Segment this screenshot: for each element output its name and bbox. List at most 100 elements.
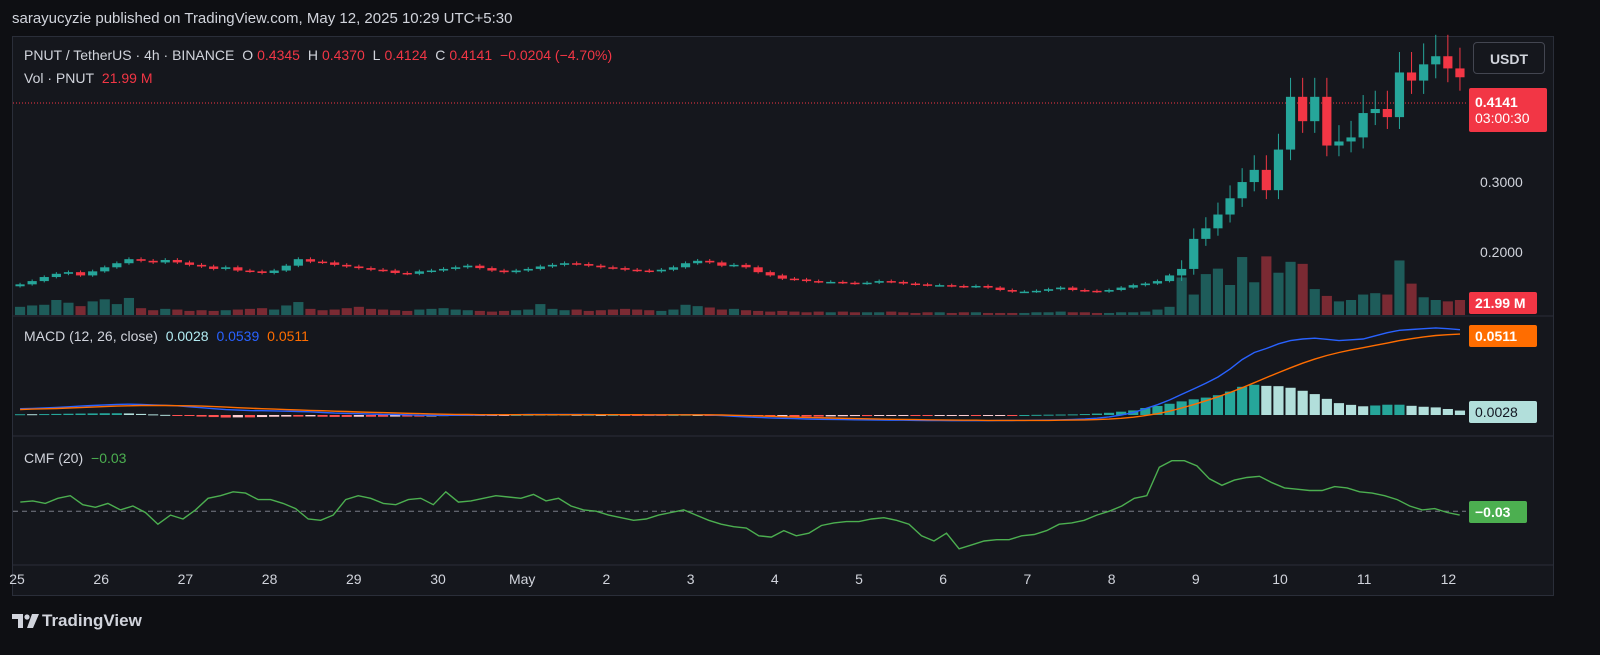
volume-bar (474, 310, 485, 315)
candle-body (281, 265, 291, 271)
macd-hist-bar (1394, 404, 1405, 415)
candle-body (196, 264, 207, 267)
volume-bar (1128, 312, 1139, 315)
candle-body (1140, 283, 1150, 286)
volume-bar (256, 308, 268, 315)
candle-body (971, 285, 981, 288)
macd-hist-bar (1249, 384, 1260, 415)
macd-hist-bar (365, 415, 377, 417)
volume-bar (523, 309, 534, 315)
candle-body (777, 275, 787, 279)
macd-hist-bar (1212, 395, 1224, 415)
macd-hist-bar (995, 415, 1006, 416)
macd-hist-bar (329, 415, 340, 417)
macd-hist-bar (14, 414, 26, 416)
macd-hist-bar (1370, 405, 1381, 415)
x-axis: 25 26 27 28 29 30 May 2 3 4 5 6 7 8 9 10 11 12 (9, 571, 1456, 587)
volume-bar (958, 312, 969, 315)
macd-hist-bar (390, 415, 401, 417)
volume-tag: 21.99 M (1469, 292, 1537, 314)
close-value: 0.4141 (449, 47, 493, 63)
candle-body (221, 267, 231, 269)
volume-bar (898, 312, 909, 315)
volume-bar (716, 309, 727, 315)
candle-body (1104, 290, 1114, 292)
bar-countdown: 03:00:30 (1475, 110, 1530, 126)
low-value: 0.4124 (384, 47, 428, 63)
volume-bar (874, 312, 885, 315)
volume-value: 21.99 M (101, 70, 153, 86)
volume-bar (305, 308, 316, 315)
volume-bar (1297, 263, 1308, 315)
x-tick-label: 12 (1441, 571, 1457, 587)
high-label: H (307, 47, 318, 63)
macd-hist-bar (1055, 414, 1066, 416)
candle-body (293, 259, 303, 266)
candle-body (184, 262, 195, 265)
volume-bar (559, 310, 570, 315)
candle-body (608, 267, 618, 269)
candle-body (160, 259, 170, 263)
macd-hist-bar (874, 415, 885, 416)
cmf-pane (13, 460, 1466, 550)
volume-bar (87, 301, 98, 315)
candle-body (1285, 96, 1296, 150)
volume-bar (656, 310, 667, 315)
macd-hist-bar (51, 413, 62, 415)
volume-bar (111, 304, 122, 315)
candle-body (330, 262, 340, 265)
macd-hist-bar (317, 415, 328, 417)
macd-hist-value: 0.0028 (165, 328, 209, 344)
macd-hist-bar (1345, 404, 1357, 415)
macd-hist-bar (244, 415, 256, 418)
candle-body (136, 259, 146, 261)
macd-hist-bar (353, 415, 364, 417)
macd-hist-bar (256, 415, 268, 418)
volume-bar (208, 310, 219, 315)
candle-body (705, 260, 715, 263)
candle-body (63, 272, 74, 274)
candle-body (1056, 287, 1066, 290)
macd-hist-bar (910, 415, 921, 416)
volume-bar (160, 308, 171, 315)
open-label: O (242, 47, 254, 63)
macd-hist-bar (75, 413, 86, 415)
candle-body (656, 269, 666, 272)
currency-button[interactable]: USDT (1473, 42, 1545, 74)
macd-hist-bar (982, 415, 994, 416)
macd-hist-bar (946, 415, 957, 416)
macd-hist-bar (1103, 412, 1115, 415)
volume-bar (1333, 301, 1345, 315)
macd-legend: MACD (12, 26, close) 0.0028 0.0539 0.051… (24, 328, 313, 344)
x-tick-label: 2 (603, 571, 611, 587)
candle-body (572, 263, 582, 265)
candle-body (475, 265, 485, 269)
candle-body (305, 259, 316, 262)
price-tick-2: 0.2000 (1480, 244, 1523, 260)
macd-hist-bar (1007, 415, 1018, 416)
candle-body (499, 270, 509, 273)
macd-hist-bar (861, 415, 873, 417)
candle-body (1177, 268, 1187, 276)
cmf-line (20, 460, 1460, 550)
macd-hist-bar (1273, 386, 1284, 415)
volume-bar (644, 310, 655, 315)
macd-hist-bar (1285, 387, 1296, 415)
volume-bar (692, 306, 703, 315)
macd-hist-bar (148, 414, 159, 416)
macd-hist-bar (111, 413, 122, 415)
candle-body (584, 264, 594, 266)
x-tick-label: 3 (687, 571, 695, 587)
volume-bar (1212, 268, 1224, 315)
candle-body (317, 261, 328, 264)
x-tick-label: 10 (1272, 571, 1288, 587)
volume-bar (946, 312, 957, 315)
last-price-tag: 0.4141 03:00:30 (1469, 88, 1547, 132)
macd-line (20, 327, 1461, 422)
volume-bar (777, 310, 788, 315)
x-tick-label: 9 (1192, 571, 1200, 587)
volume-bar (825, 312, 836, 315)
candle-body (209, 266, 219, 269)
x-tick-label: 29 (346, 571, 362, 587)
